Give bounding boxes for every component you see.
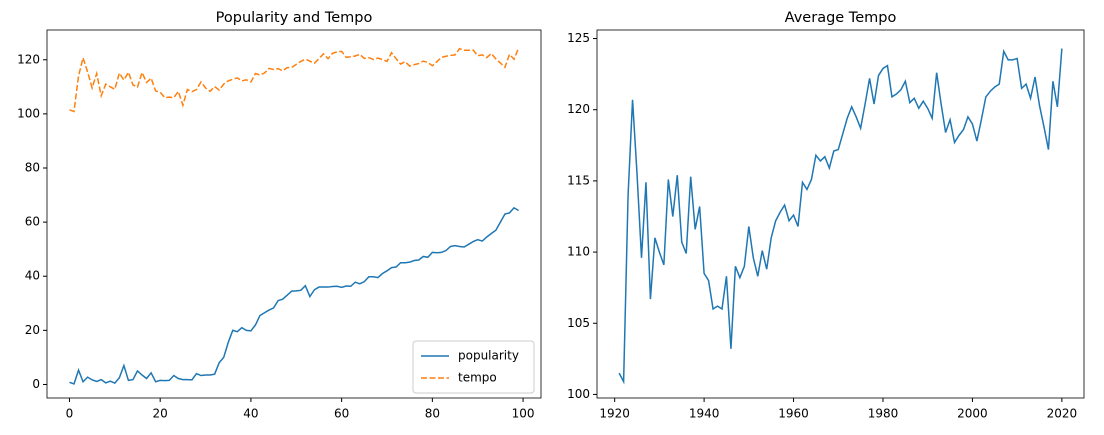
x-tick-label: 1920 [599, 407, 630, 421]
y-tick-label: 20 [25, 323, 40, 337]
y-tick-label: 120 [17, 52, 40, 66]
x-tick-label: 1960 [778, 407, 809, 421]
y-tick-label: 100 [17, 106, 40, 120]
y-tick-label: 40 [25, 269, 40, 283]
chart-title: Average Tempo [785, 10, 897, 26]
y-tick-label: 0 [32, 377, 40, 391]
x-tick-label: 2020 [1047, 407, 1078, 421]
legend-label: popularity [458, 349, 519, 363]
x-tick-label: 60 [334, 407, 349, 421]
x-tick-label: 1980 [868, 407, 899, 421]
x-tick-label: 40 [243, 407, 258, 421]
y-tick-label: 115 [567, 173, 590, 187]
axes-frame [596, 29, 1085, 399]
x-tick-label: 0 [66, 407, 74, 421]
x-tick-label: 100 [512, 407, 535, 421]
y-tick-label: 80 [25, 161, 40, 175]
line [69, 206, 519, 385]
y-tick-label: 110 [567, 245, 590, 259]
chart-title: Popularity and Tempo [216, 10, 373, 26]
legend-label: tempo [458, 371, 497, 385]
line [69, 47, 520, 113]
y-tick-label: 60 [25, 215, 40, 229]
x-tick-label: 2000 [957, 407, 988, 421]
axes-frame [46, 29, 542, 399]
y-tick-label: 120 [567, 102, 590, 116]
x-tick-label: 1940 [689, 407, 720, 421]
x-tick-label: 80 [425, 407, 440, 421]
x-tick-label: 20 [153, 407, 168, 421]
line [618, 48, 1063, 385]
y-tick-label: 100 [567, 387, 590, 401]
y-tick-label: 125 [567, 31, 590, 45]
y-tick-label: 105 [567, 316, 590, 330]
legend [412, 340, 535, 394]
